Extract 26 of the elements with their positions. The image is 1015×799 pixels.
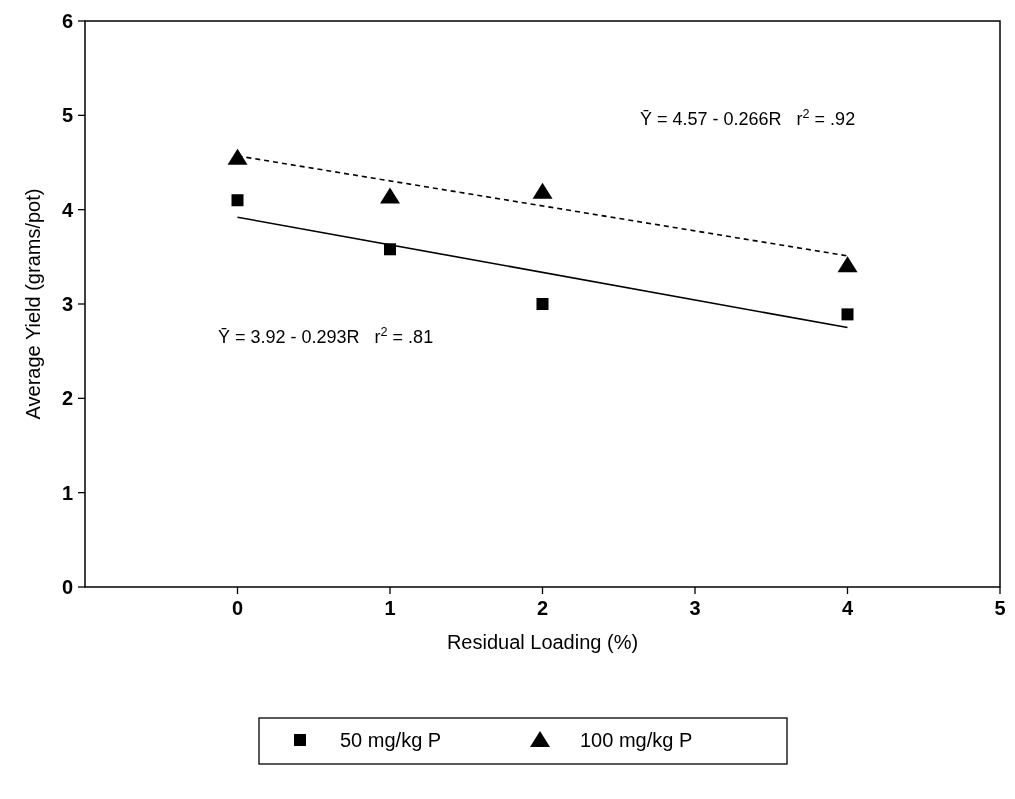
point <box>380 187 400 204</box>
x-tick-label: 2 <box>536 597 549 619</box>
y-tick-label: 2 <box>61 387 73 410</box>
y-tick-label: 6 <box>61 10 73 32</box>
point <box>536 298 549 310</box>
y-tick-label: 3 <box>61 293 73 315</box>
point <box>231 194 244 207</box>
y-axis-title: Average Yield (grams/pot) <box>22 188 44 420</box>
x-tick-label: 5 <box>994 597 1006 619</box>
legend-label: 50 mg/kg P <box>340 729 442 751</box>
y-tick-label: 1 <box>61 481 73 504</box>
y-tick-label: 0 <box>61 576 73 598</box>
x-tick-label: 3 <box>689 597 701 619</box>
x-tick-label: 0 <box>231 597 244 619</box>
x-tick-label: 4 <box>841 597 854 619</box>
x-axis-title: Residual Loading (%) <box>446 631 639 653</box>
annotation: Ȳ = 3.92 - 0.293R r$^{2}$ = .81 <box>218 325 434 347</box>
point <box>227 148 248 165</box>
y-tick-label: 5 <box>61 104 73 127</box>
point <box>837 256 858 273</box>
y-tick-label: 4 <box>61 198 74 221</box>
point <box>532 182 553 199</box>
legend-label: 100 mg/kg P <box>580 729 693 751</box>
point <box>841 308 854 321</box>
annotation: Ȳ = 4.57 - 0.266R r$^{2}$ = .92 <box>640 107 856 129</box>
x-tick-label: 1 <box>384 597 396 619</box>
